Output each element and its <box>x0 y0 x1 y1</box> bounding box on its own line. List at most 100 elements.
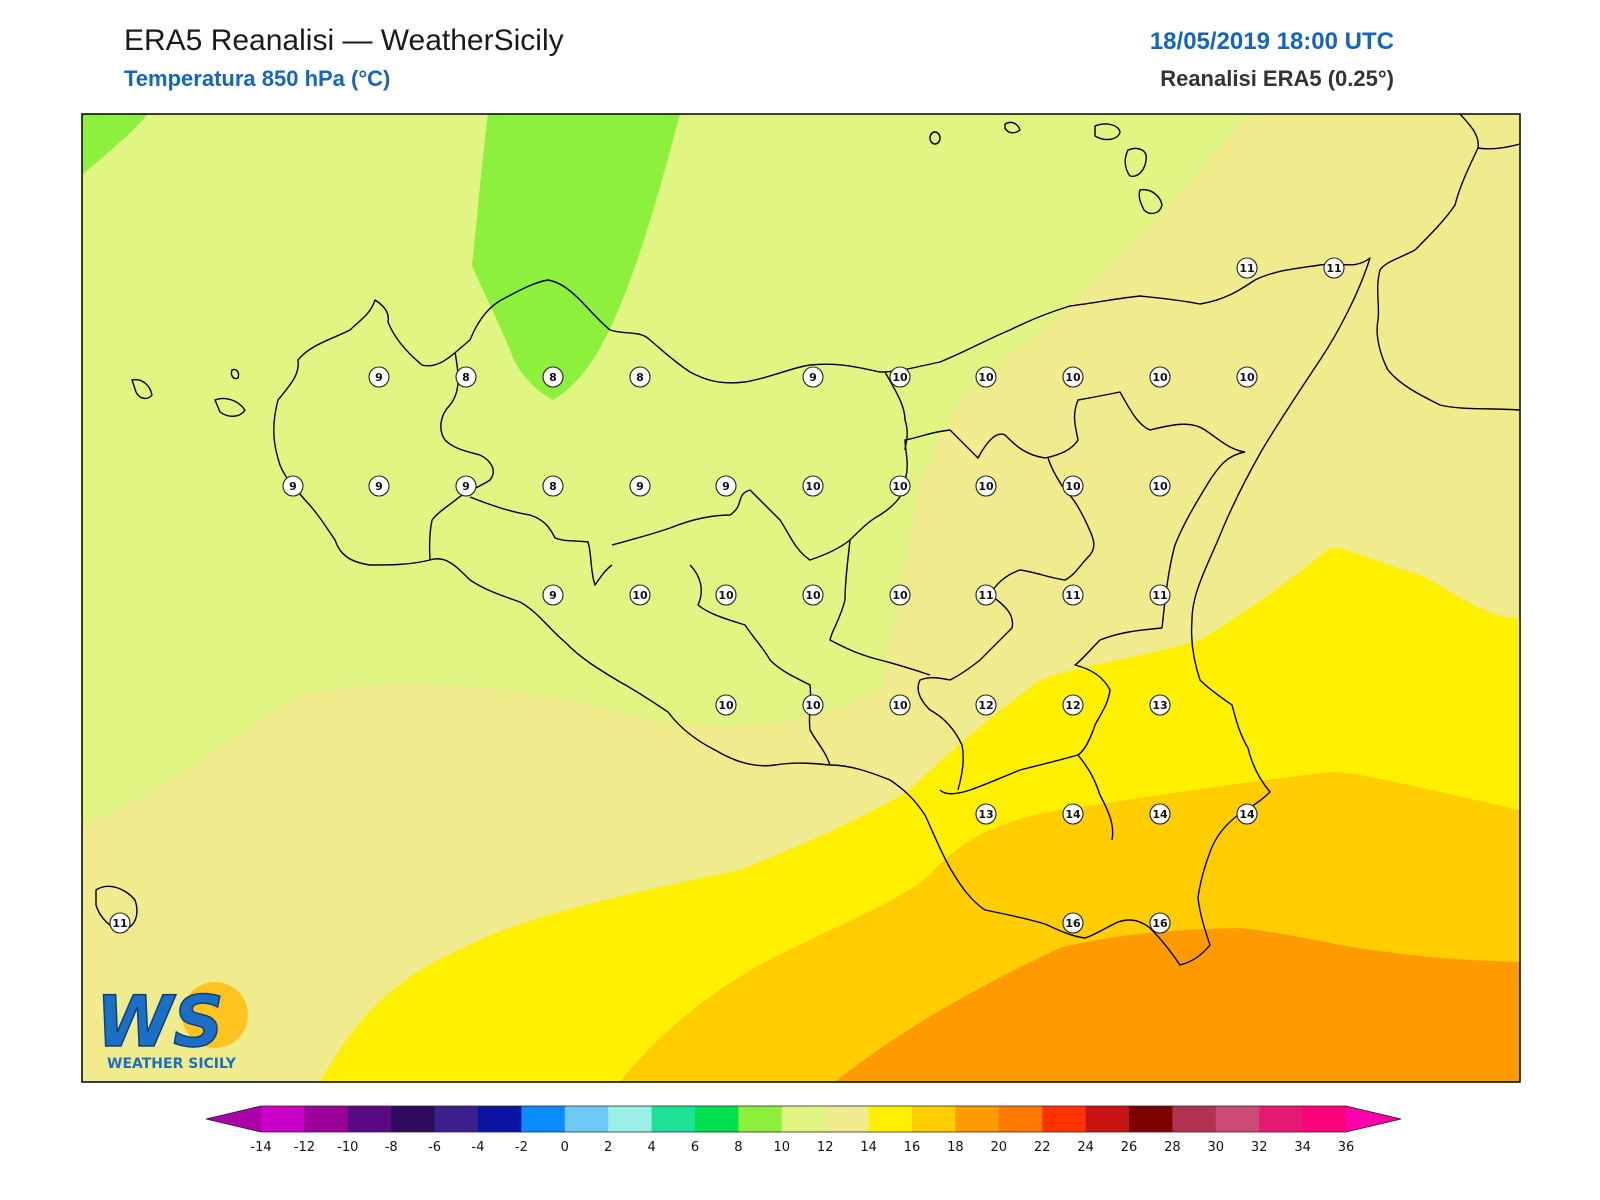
station-value-label: 13 <box>1152 699 1167 712</box>
station-value-label: 10 <box>1065 480 1081 493</box>
map-title: ERA5 Reanalisi — WeatherSicily <box>124 24 564 57</box>
colorbar-tick-label: 14 <box>860 1140 877 1155</box>
colorbar-tick-label: 26 <box>1121 1140 1138 1155</box>
station-value-label: 9 <box>375 371 383 384</box>
colorbar-swatch <box>738 1106 783 1132</box>
station-value-label: 10 <box>1152 371 1168 384</box>
band-6-8-corner <box>82 114 148 175</box>
station-value-label: 10 <box>892 371 908 384</box>
station-marker <box>629 584 651 606</box>
station-value-label: 10 <box>978 371 994 384</box>
map-subtitle: Temperatura 850 hPa (°C) <box>124 66 391 91</box>
station-marker <box>802 584 824 606</box>
station-value: 10 <box>889 584 911 606</box>
station-value-label: 10 <box>805 480 821 493</box>
station-value-label: 11 <box>1065 589 1080 602</box>
station-value: 9 <box>368 475 390 497</box>
colorbar-swatch <box>1042 1106 1087 1132</box>
station-value: 14 <box>1149 803 1171 825</box>
station-value-label: 9 <box>462 480 470 493</box>
station-marker <box>975 584 997 606</box>
station-value-label: 16 <box>1152 917 1168 930</box>
station-marker <box>715 475 737 497</box>
station-value: 10 <box>1236 366 1258 388</box>
colorbar-swatch <box>998 1106 1043 1132</box>
station-marker <box>715 584 737 606</box>
colorbar-tick-label: -14 <box>250 1140 271 1155</box>
band-16-18 <box>835 928 1520 1082</box>
station-value: 9 <box>715 475 737 497</box>
station-value-label: 14 <box>1239 808 1255 821</box>
station-value: 10 <box>1062 366 1084 388</box>
colorbar-swatch <box>521 1106 566 1132</box>
colorbar-swatch <box>1085 1106 1130 1132</box>
station-value-label: 9 <box>636 480 644 493</box>
station-value-label: 10 <box>805 589 821 602</box>
station-marker <box>1062 475 1084 497</box>
colorbar-tick-label: -2 <box>515 1140 528 1155</box>
station-marker <box>542 584 564 606</box>
colorbar-tick-label: 0 <box>561 1140 569 1155</box>
station-marker <box>1062 584 1084 606</box>
station-value: 8 <box>542 475 564 497</box>
station-value: 11 <box>1323 257 1345 279</box>
station-value: 16 <box>1149 912 1171 934</box>
station-marker <box>889 694 911 716</box>
station-marker <box>1062 912 1084 934</box>
station-value: 10 <box>802 584 824 606</box>
station-value-label: 11 <box>112 917 127 930</box>
station-value: 8 <box>455 366 477 388</box>
station-value-label: 10 <box>892 480 908 493</box>
station-marker <box>1323 257 1345 279</box>
temperature-field <box>82 114 1520 1082</box>
station-value-label: 10 <box>718 699 734 712</box>
station-value: 13 <box>975 803 997 825</box>
colorbar-tick-label: 12 <box>817 1140 834 1155</box>
station-value: 9 <box>455 475 477 497</box>
station-value: 10 <box>889 694 911 716</box>
station-marker <box>1236 366 1258 388</box>
colorbar-tick-label: 18 <box>947 1140 964 1155</box>
station-value: 10 <box>802 694 824 716</box>
colorbar-tick-label: 34 <box>1294 1140 1311 1155</box>
station-marker <box>715 694 737 716</box>
station-value-label: 14 <box>1065 808 1081 821</box>
station-value: 11 <box>1236 257 1258 279</box>
station-value-label: 10 <box>892 699 908 712</box>
colorbar-outline <box>205 1105 1402 1133</box>
station-value: 13 <box>1149 694 1171 716</box>
colorbar-tick-label: 4 <box>647 1140 655 1155</box>
station-value-label: 8 <box>636 371 644 384</box>
station-value: 10 <box>715 584 737 606</box>
station-value: 12 <box>1062 694 1084 716</box>
colorbar-swatch <box>651 1106 696 1132</box>
station-value: 12 <box>975 694 997 716</box>
station-marker <box>975 366 997 388</box>
station-marker <box>1149 584 1171 606</box>
station-value-label: 12 <box>1065 699 1080 712</box>
station-marker <box>455 475 477 497</box>
colorbar-tick-label: 16 <box>904 1140 921 1155</box>
station-value: 9 <box>282 475 304 497</box>
colorbar-tick-label: -8 <box>385 1140 398 1155</box>
station-marker <box>1149 366 1171 388</box>
station-value-label: 9 <box>375 480 383 493</box>
colorbar: -14 -12 -10 -8 -6 -4 -2 0 2 4 6 8 10 12 14 16 18 20 22 24 26… <box>205 1105 1402 1155</box>
colorbar-tick-label: 28 <box>1164 1140 1181 1155</box>
station-marker <box>1062 803 1084 825</box>
station-value: 9 <box>629 475 651 497</box>
colorbar-tick-label: 32 <box>1251 1140 1268 1155</box>
station-marker <box>542 366 564 388</box>
colorbar-tick-label: -12 <box>294 1140 315 1155</box>
station-value-label: 10 <box>1239 371 1255 384</box>
logo-caption: WEATHER SICILY <box>107 1056 237 1072</box>
station-value: 11 <box>1062 584 1084 606</box>
station-value: 11 <box>109 912 131 934</box>
station-marker <box>368 366 390 388</box>
logo-sun-icon <box>182 982 248 1048</box>
colorbar-tick-label: 10 <box>774 1140 791 1155</box>
colorbar-tick-label: 22 <box>1034 1140 1051 1155</box>
station-value-label: 9 <box>549 589 557 602</box>
logo-letters: WS <box>96 981 224 1063</box>
colorbar-swatch <box>1172 1106 1217 1132</box>
